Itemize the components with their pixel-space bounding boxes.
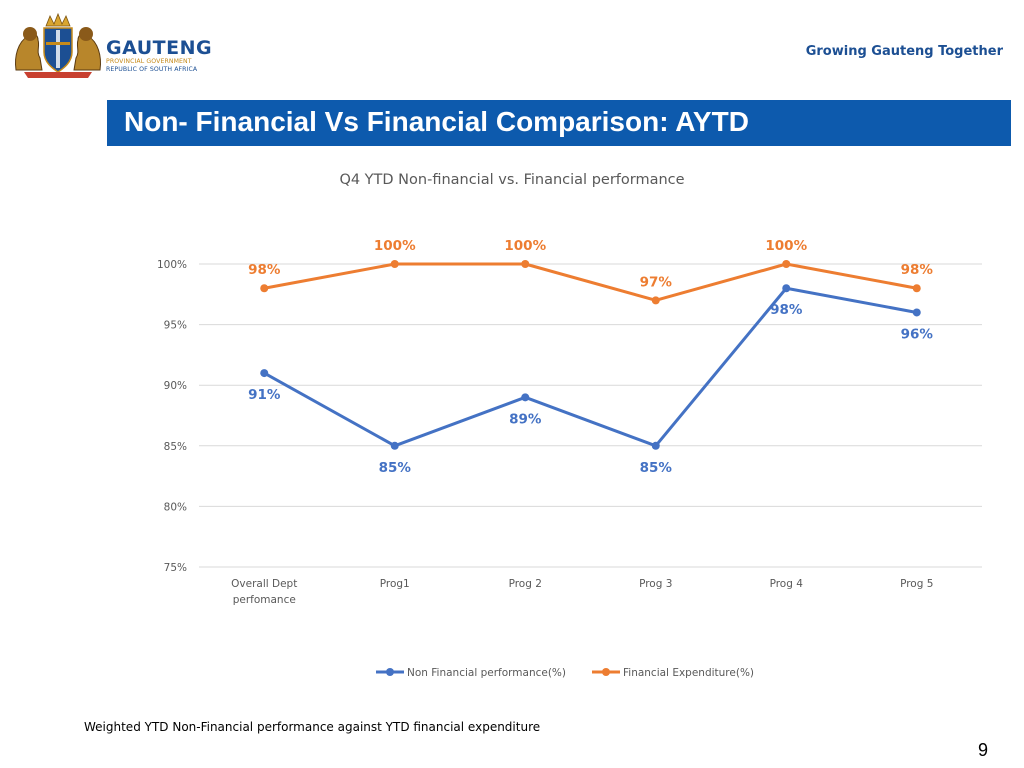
data-label: 97% — [640, 274, 673, 290]
footnote: Weighted YTD Non-Financial performance a… — [84, 720, 541, 734]
x-tick-label: Prog1 — [380, 578, 410, 590]
x-tick-label: Prog 3 — [639, 578, 672, 590]
page-number: 9 — [977, 740, 988, 760]
data-label: 98% — [901, 262, 934, 278]
data-point — [521, 260, 530, 268]
data-point — [521, 393, 530, 402]
x-tick-label: Overall Dept — [231, 578, 297, 590]
legend-label: Non Financial performance(%) — [407, 667, 566, 679]
data-label: 100% — [765, 238, 807, 254]
series-line — [263, 262, 918, 302]
data-label: 96% — [901, 326, 934, 342]
y-tick-label: 90% — [164, 380, 187, 392]
chart-title: Q4 YTD Non-financial vs. Financial perfo… — [339, 172, 685, 188]
x-tick-label: Prog 5 — [900, 578, 933, 590]
data-point — [651, 441, 660, 450]
brand-line-2: REPUBLIC OF SOUTH AFRICA — [106, 66, 198, 73]
data-point — [390, 441, 399, 450]
brand-name: GAUTENG — [106, 37, 213, 59]
logo-wordmark: GAUTENG PROVINCIAL GOVERNMENT REPUBLIC O… — [106, 38, 212, 74]
data-point — [260, 369, 269, 378]
y-tick-label: 95% — [164, 320, 187, 332]
legend-marker — [602, 668, 610, 676]
y-tick-label: 85% — [164, 441, 187, 453]
brand-line-1: PROVINCIAL GOVERNMENT — [106, 58, 192, 65]
legend-label: Financial Expenditure(%) — [623, 667, 754, 679]
gauteng-logo: GAUTENG PROVINCIAL GOVERNMENT REPUBLIC O… — [10, 12, 212, 78]
data-label: 91% — [248, 387, 281, 403]
y-tick-label: 80% — [164, 501, 187, 513]
data-point — [390, 260, 399, 268]
x-tick-label: perfomance — [233, 594, 296, 606]
data-label: 98% — [248, 262, 281, 278]
series-line — [263, 286, 918, 448]
data-point — [782, 260, 791, 268]
data-label: 100% — [374, 238, 416, 254]
data-point — [782, 284, 791, 293]
data-label: 85% — [379, 460, 412, 476]
legend-marker — [386, 668, 394, 676]
title-bar: Non- Financial Vs Financial Comparison: … — [107, 100, 1011, 146]
y-tick-label: 100% — [157, 259, 187, 271]
data-point — [912, 308, 921, 317]
tagline: Growing Gauteng Together — [805, 44, 1003, 59]
x-tick-label: Prog 2 — [509, 578, 542, 590]
coat-of-arms-icon — [15, 12, 101, 78]
data-label: 85% — [640, 460, 673, 476]
data-label: 89% — [509, 411, 542, 427]
x-tick-label: Prog 4 — [770, 578, 804, 590]
data-point — [912, 284, 921, 293]
y-tick-label: 75% — [164, 562, 187, 574]
data-point — [260, 284, 269, 293]
data-label: 98% — [770, 302, 803, 318]
data-point — [651, 296, 660, 305]
slide-title: Non- Financial Vs Financial Comparison: … — [124, 106, 749, 137]
data-label: 100% — [504, 238, 546, 254]
